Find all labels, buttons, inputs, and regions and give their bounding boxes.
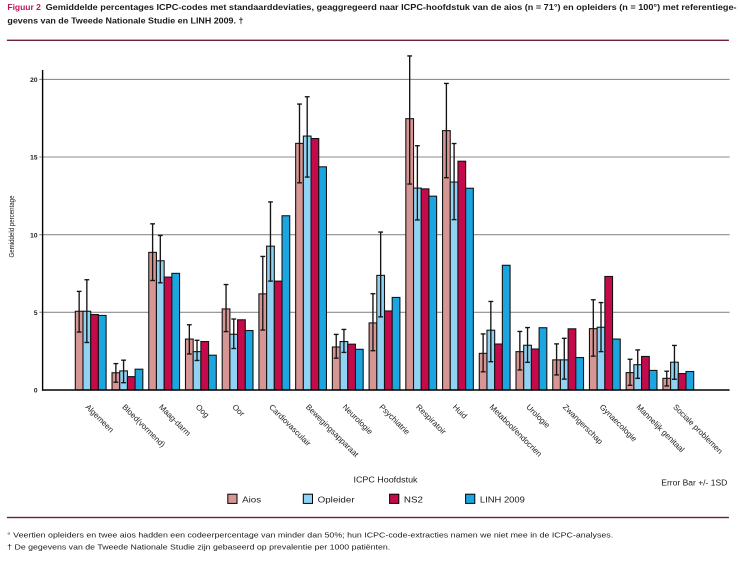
svg-text:gevens van de Tweede Nationale: gevens van de Tweede Nationale Studie en…	[7, 16, 243, 25]
svg-text:Maag-darm: Maag-darm	[157, 403, 193, 439]
svg-text:0: 0	[34, 388, 38, 395]
svg-text:ICPC Hoofdstuk: ICPC Hoofdstuk	[354, 476, 419, 485]
svg-text:LINH 2009: LINH 2009	[480, 495, 526, 504]
svg-text:Oog: Oog	[194, 403, 211, 420]
svg-text:Urologie: Urologie	[524, 403, 552, 431]
svg-text:10: 10	[30, 232, 38, 239]
svg-text:Figuur 2: Figuur 2	[7, 3, 41, 12]
svg-text:Gemiddelde percentages ICPC-co: Gemiddelde percentages ICPC-codes met st…	[46, 3, 737, 12]
svg-text:Huid: Huid	[451, 403, 469, 421]
svg-text:15: 15	[30, 155, 38, 162]
svg-text:Error Bar +/- 1SD: Error Bar +/- 1SD	[661, 478, 727, 487]
svg-text:Oor: Oor	[230, 403, 246, 419]
svg-text:20: 20	[30, 77, 38, 84]
svg-text:Algemeen: Algemeen	[84, 403, 116, 435]
svg-text:Gemiddeld percentage: Gemiddeld percentage	[7, 196, 16, 258]
svg-text:Gynaecologie: Gynaecologie	[598, 403, 639, 444]
svg-text:Aios: Aios	[242, 495, 261, 504]
svg-text:° Veertien opleiders en twee a: ° Veertien opleiders en twee aios hadden…	[7, 530, 613, 539]
svg-text:† De gegevens van de Tweede Na: † De gegevens van de Tweede Nationale St…	[7, 542, 390, 551]
svg-text:Opleider: Opleider	[318, 495, 355, 504]
svg-text:5: 5	[34, 310, 38, 317]
svg-text:Respiratoir: Respiratoir	[414, 403, 448, 437]
svg-text:Psychiatrie: Psychiatrie	[377, 403, 411, 437]
svg-text:Neurologie: Neurologie	[341, 403, 375, 437]
svg-text:NS2: NS2	[404, 495, 424, 504]
